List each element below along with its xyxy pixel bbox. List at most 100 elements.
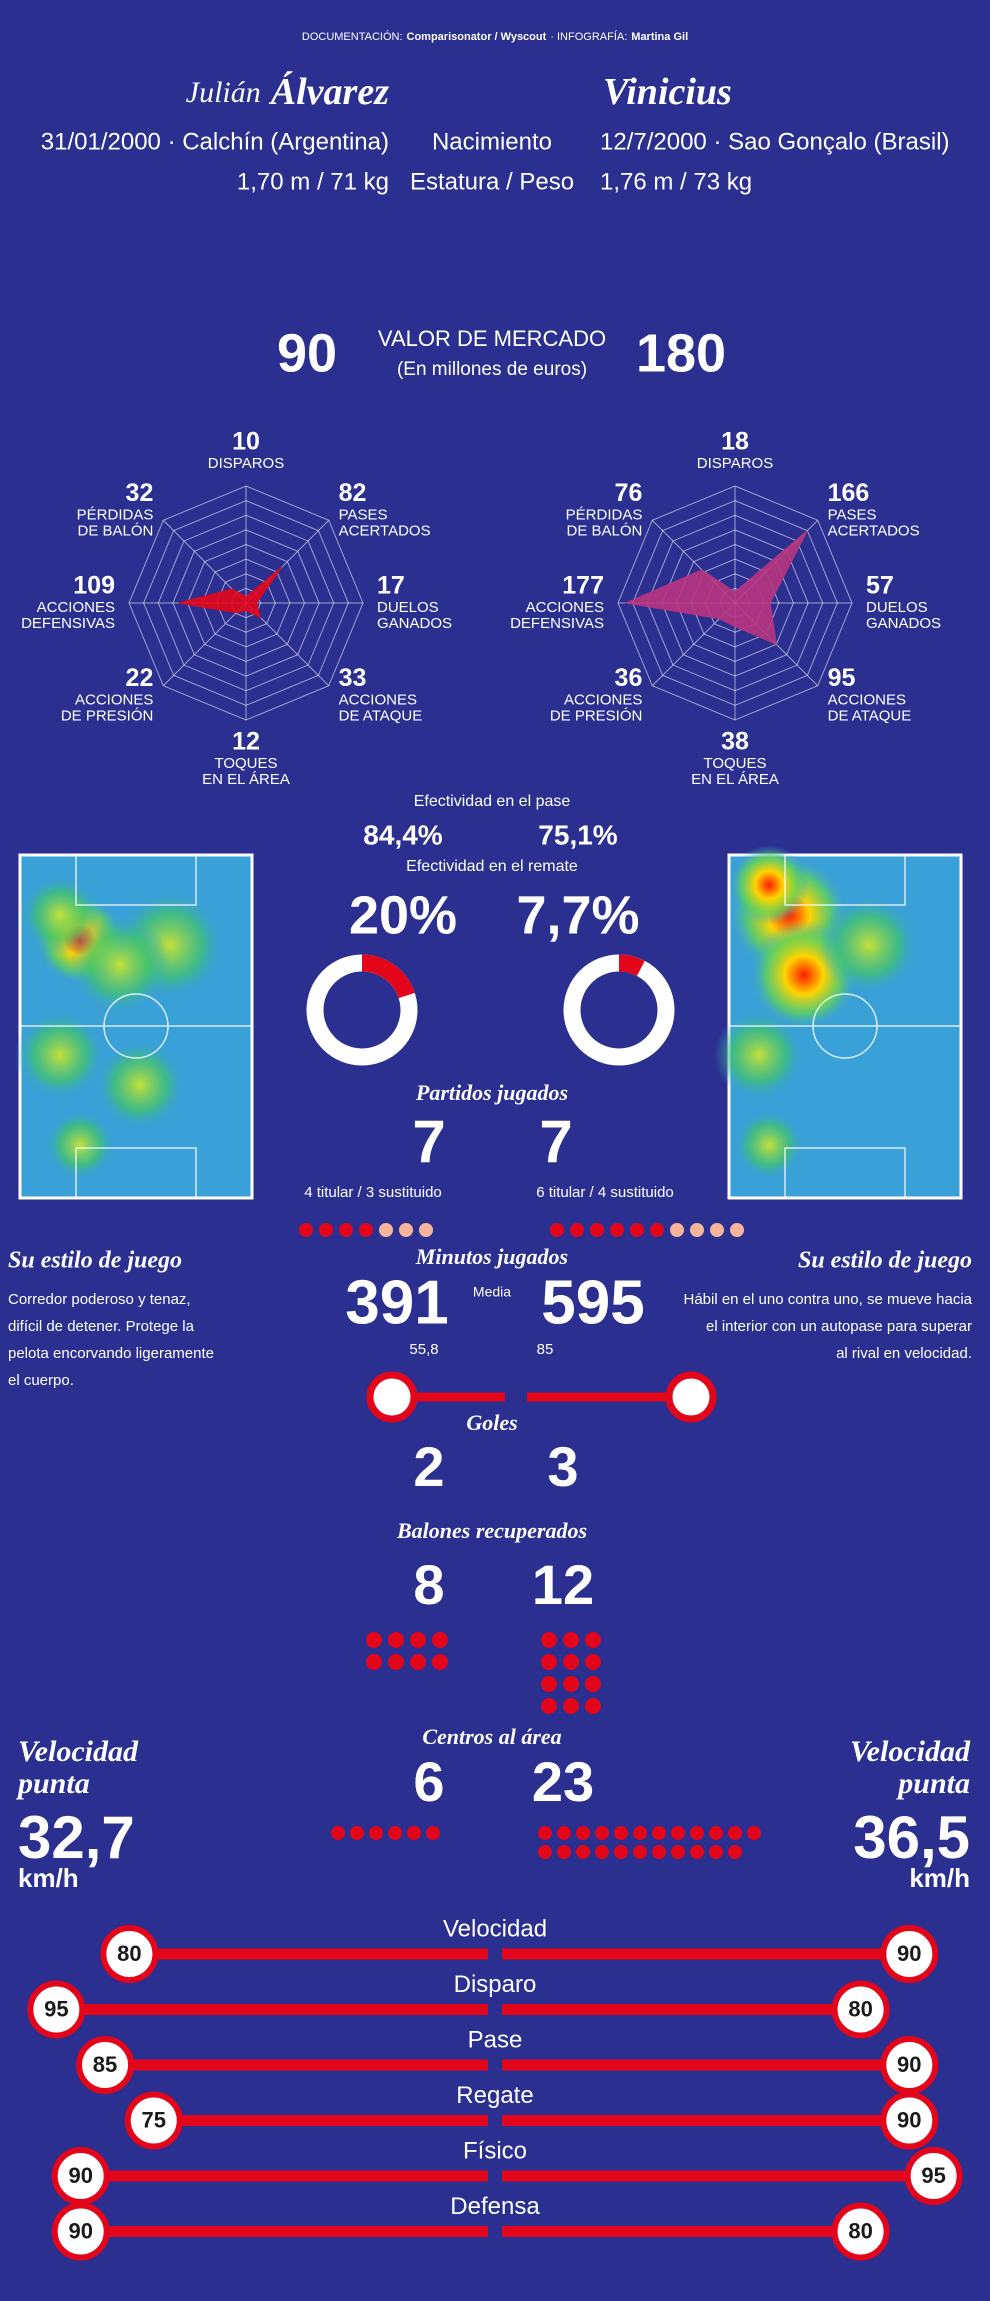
label: Centros al área [422,1724,561,1749]
donut-arc [618,954,645,977]
speed-title: Velocidad [18,1735,139,1768]
rating-value: 90 [897,1941,921,1966]
radar-axis-label: PASES [339,506,388,523]
rating-knob [880,1925,939,1983]
label: Efectividad en el pase [414,793,571,810]
rating-value: 90 [68,2218,92,2243]
radar-axis-label: DUELOS [377,599,439,616]
count-dot [410,1654,426,1670]
market-value: 90 [277,323,337,383]
size: 1,70 m / 71 kg [237,168,389,195]
radar-value: 38 [721,728,749,756]
count-dot [652,1826,666,1840]
start-dot [570,1223,584,1237]
count-dot [388,1826,402,1840]
count-dot [563,1698,579,1714]
rating-value: 95 [921,2163,945,2188]
radar-value: 76 [615,479,643,507]
rating-knob [831,2202,890,2261]
speed-title: punta [895,1767,970,1800]
style-text: al rival en velocidad. [836,1345,972,1362]
slider-knob [366,1371,418,1423]
rating-knob [51,2147,110,2205]
radar [617,485,853,721]
slider-knob [665,1371,717,1423]
rating-knob [27,1980,86,2039]
count-dot [633,1826,647,1840]
count-dot [652,1845,666,1859]
rating-value: 80 [848,2218,872,2243]
count-dot [538,1826,552,1840]
count-dot [671,1845,685,1859]
label: Nacimiento [432,128,552,155]
count-dot [576,1826,590,1840]
radar-axis-label: ACCIONES [526,599,604,616]
count-dot [350,1826,364,1840]
count-dot [407,1826,421,1840]
count-dot [538,1845,552,1859]
radar-axis-label: DE PRESIÓN [61,708,154,725]
count-dot [595,1826,609,1840]
heatmaps [15,845,963,1200]
sub-dot [710,1223,724,1237]
market-value: 180 [636,323,726,383]
sub-dot [419,1223,433,1237]
radar-axis-label: DE BALÓN [78,522,154,539]
count-dot [614,1845,628,1859]
count-dot [563,1654,579,1670]
rating-knob [880,2091,939,2150]
style-text: Corredor poderoso y tenaz, [8,1291,191,1308]
shot-effectiveness: 7,7% [516,885,639,945]
goals: 2 [413,1435,444,1498]
start-dot [590,1223,604,1237]
radar-axis-label: DE ATAQUE [828,708,912,725]
rating-knob [880,2036,939,2094]
count-dot [541,1654,557,1670]
start-dot [550,1223,564,1237]
pass-effectiveness: 75,1% [538,819,617,850]
speed-title: punta [15,1767,90,1800]
start-dot [359,1223,373,1237]
count-dot [541,1676,557,1692]
count-dot [747,1826,761,1840]
radar-value: 82 [339,479,367,507]
rating-label: Disparo [454,1971,537,1998]
rating-value: 90 [897,2107,921,2132]
sub-dot [730,1223,744,1237]
count-dot [633,1845,647,1859]
radar-value: 22 [126,664,154,692]
heatmap [714,845,963,1200]
matches: 7 [539,1108,572,1175]
radar-axis-label: ACCIONES [828,692,906,709]
player-name: Julián Álvarez [186,71,389,113]
radar-axis-label: PASES [828,506,877,523]
sub-dot [670,1223,684,1237]
credits: DOCUMENTACIÓN: Comparisonator / Wyscout · … [302,30,688,43]
count-dot [709,1845,723,1859]
label: Estatura / Peso [410,168,574,195]
size: 1,76 m / 73 kg [600,168,752,195]
style-text: el interior con un autopase para superar [706,1318,972,1335]
radar-axis-label: ACERTADOS [828,522,920,539]
count-dot [557,1845,571,1859]
count-dot [563,1632,579,1648]
count-dot [690,1845,704,1859]
radar-axis-label: DISPAROS [697,455,773,472]
radar-axis-label: ACCIONES [564,692,642,709]
radar-axis-label: DEFENSIVAS [21,615,115,632]
label: Partidos jugados [415,1080,568,1105]
minutes-average: 55,8 [409,1341,438,1358]
start-dot [339,1223,353,1237]
style-title: Su estilo de juego [798,1248,972,1274]
style-text: Hábil en el uno contra uno, se mueve hac… [683,1291,972,1308]
pass-effectiveness: 84,4% [363,819,442,850]
minutes: 595 [541,1268,644,1337]
radar-axis-label: PÉRDIDAS [566,506,643,523]
radar-value: 12 [232,728,260,756]
rating-label: Defensa [450,2193,540,2220]
radar-axis-label: EN EL ÁREA [691,771,779,788]
radar-value: 10 [232,428,260,456]
start-dot [650,1223,664,1237]
